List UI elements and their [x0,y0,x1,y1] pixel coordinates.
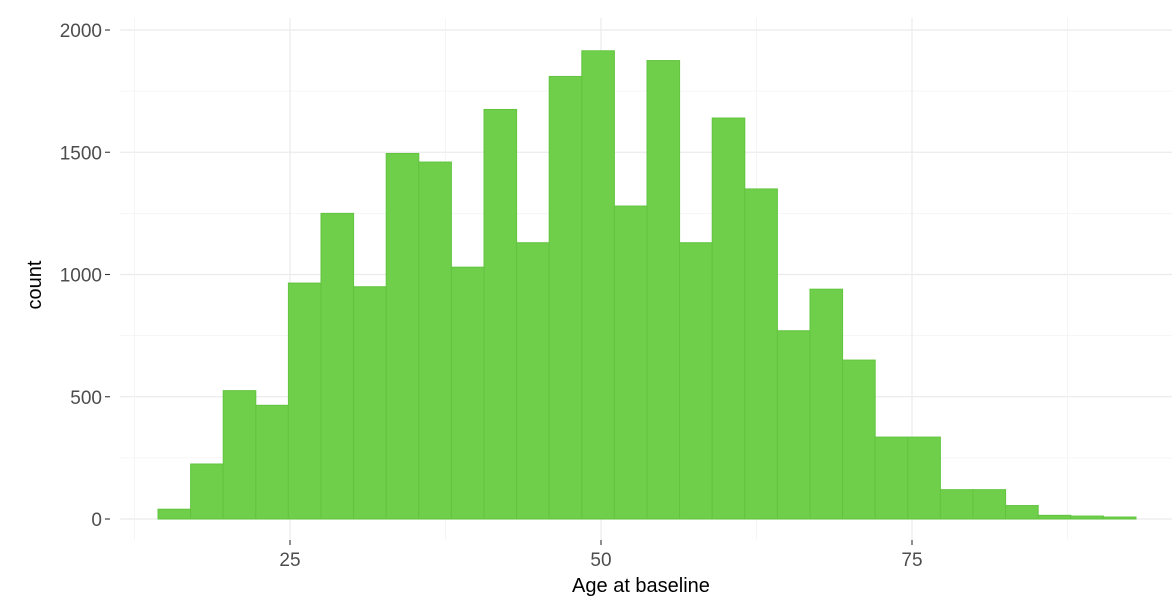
x-axis: 25 50 75 [279,540,923,571]
histogram-bar [1102,516,1137,520]
histogram-bar [679,242,713,520]
y-axis: 0 500 1000 1500 2000 [60,21,110,531]
histogram-bar [418,161,452,520]
histogram-bar [776,330,811,520]
histogram-bar [190,463,224,520]
histogram-bar [1037,514,1072,520]
histogram-bar [450,266,485,520]
y-tick-label: 0 [91,510,102,531]
histogram-bar [287,282,322,520]
x-tick-label: 75 [901,550,922,571]
y-axis-title: count [24,260,46,309]
histogram-bar [548,75,583,520]
histogram-bar [483,108,518,520]
histogram-bar [353,286,387,520]
histogram-bar [809,288,844,520]
histogram-bar [646,60,681,520]
histogram-bar [939,489,974,520]
histogram-bar [1070,515,1104,520]
histogram-bar [842,359,876,520]
x-tick-label: 25 [279,550,300,571]
histogram-bar [157,508,192,520]
histogram-bar [711,117,746,520]
histogram-bar [613,205,648,520]
y-tick-label: 2000 [60,21,102,42]
histogram-bar [222,390,257,520]
histogram-bar [255,404,289,520]
histogram-bar [972,489,1007,520]
histogram-bar [874,436,909,520]
y-tick-label: 1000 [60,266,102,287]
histogram-bar [320,212,355,520]
x-tick-label: 50 [590,550,611,571]
y-tick-label: 500 [70,388,102,409]
histogram-bar [744,188,778,520]
histogram-bar [581,50,615,520]
histogram-bar [907,436,941,520]
histogram-bar [516,242,550,520]
x-axis-title: Age at baseline [572,575,710,597]
histogram-bar [385,152,420,520]
y-tick-label: 1500 [60,143,102,164]
histogram-bar [1005,505,1039,520]
bars [157,50,1137,520]
